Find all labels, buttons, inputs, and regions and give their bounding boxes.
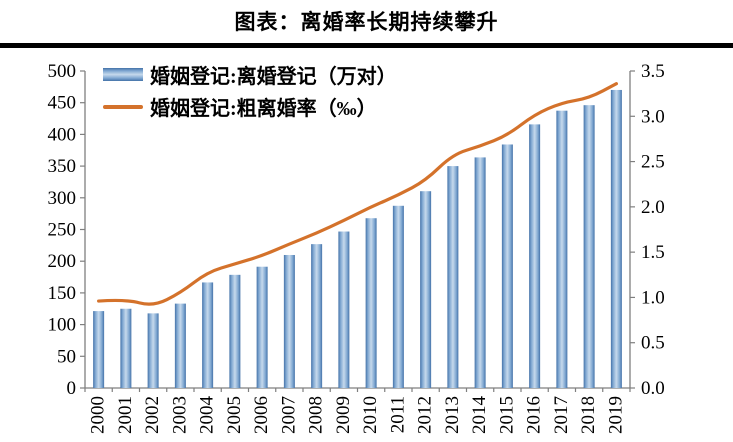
- left-axis-tick-label: 50: [57, 346, 76, 367]
- left-axis-tick-label: 400: [48, 124, 77, 145]
- bar: [420, 191, 432, 388]
- bar: [392, 205, 404, 388]
- right-axis-tick-label: 0.5: [641, 333, 665, 354]
- right-axis-tick-label: 3.5: [641, 61, 665, 82]
- x-tick-label: 2019: [605, 396, 626, 434]
- right-axis-tick-label: 2.5: [641, 152, 665, 173]
- x-tick-label: 2012: [415, 396, 436, 434]
- right-axis-tick-label: 1.0: [641, 287, 665, 308]
- bar: [120, 308, 132, 388]
- x-tick-label: 2001: [115, 396, 136, 434]
- right-axis-tick-label: 0.0: [641, 378, 665, 399]
- left-axis-tick-label: 100: [48, 315, 77, 336]
- bar-series: [93, 89, 622, 388]
- x-tick-label: 2017: [551, 396, 572, 434]
- chart-canvas: 0 50 100 150 200 250 300 350 400 450 500 0.0 0.5 1.0 1…: [48, 61, 665, 435]
- left-axis-tick-label: 0: [67, 378, 77, 399]
- x-tick-label: 2002: [142, 396, 163, 434]
- legend-label-line: 婚姻登记:粗离婚率（‰）: [150, 98, 377, 120]
- x-tick-label: 2014: [469, 396, 490, 435]
- bar: [610, 89, 622, 388]
- x-tick-label: 2008: [306, 396, 327, 434]
- legend: 婚姻登记:离婚登记（万对） 婚姻登记:粗离婚率（‰）: [103, 62, 397, 120]
- axes: 0 50 100 150 200 250 300 350 400 450 500 0.0 0.5 1.0 1…: [48, 61, 665, 399]
- bar: [93, 311, 105, 388]
- x-axis-labels: 2000 2001 2002 2003 2004 2005 2006 2007 2008 2009…: [88, 396, 627, 435]
- rate-line: [97, 82, 618, 306]
- bar: [256, 266, 268, 388]
- legend-item-divorce-registrations: 婚姻登记:离婚登记（万对）: [103, 62, 397, 88]
- x-tick-label: 2003: [169, 396, 190, 434]
- legend-label-bars: 婚姻登记:离婚登记（万对）: [150, 66, 397, 88]
- bar: [311, 244, 323, 388]
- x-tick-label: 2016: [524, 396, 545, 434]
- bar: [583, 105, 595, 388]
- chart-area: 0 50 100 150 200 250 300 350 400 450 500 0.0 0.5 1.0 1…: [0, 52, 733, 442]
- x-tick-label: 2007: [278, 396, 299, 434]
- x-tick-label: 2004: [197, 396, 218, 435]
- bar: [529, 124, 541, 388]
- bar: [474, 157, 486, 388]
- left-axis-tick-label: 300: [48, 188, 77, 209]
- x-tick-label: 2005: [224, 396, 245, 434]
- left-axis-tick-label: 350: [48, 156, 77, 177]
- bar: [283, 254, 295, 388]
- bar: [202, 282, 214, 388]
- x-tick-label: 2009: [333, 396, 354, 434]
- bar: [501, 144, 513, 388]
- left-axis-tick-label: 450: [48, 93, 77, 114]
- bar: [447, 166, 459, 388]
- x-tick-label: 2011: [387, 396, 408, 433]
- bar: [556, 110, 568, 388]
- bar-series-swatch-icon: [103, 68, 143, 81]
- chart-title: 图表：离婚率长期持续攀升: [234, 10, 499, 34]
- line-series-swatch-icon: [103, 104, 143, 109]
- legend-item-divorce-rate: 婚姻登记:粗离婚率（‰）: [103, 94, 397, 120]
- right-axis-tick-label: 2.0: [641, 197, 665, 218]
- x-tick-label: 2015: [496, 396, 517, 434]
- left-axis-tick-label: 200: [48, 251, 77, 272]
- left-axis-tick-label: 250: [48, 220, 77, 241]
- bar: [229, 274, 241, 388]
- title-divider: [0, 43, 733, 48]
- left-axis-tick-label: 500: [48, 61, 77, 82]
- x-tick-label: 2013: [442, 396, 463, 434]
- x-tick-label: 2006: [251, 396, 272, 434]
- bar: [365, 218, 377, 388]
- x-tick-label: 2010: [360, 396, 381, 434]
- bar: [174, 303, 186, 388]
- x-tick-label: 2000: [88, 396, 109, 434]
- right-axis-tick-label: 1.5: [641, 242, 665, 263]
- right-axis-tick-label: 3.0: [641, 106, 665, 127]
- bar: [147, 313, 159, 388]
- x-tick-label: 2018: [578, 396, 599, 434]
- left-axis-tick-label: 150: [48, 283, 77, 304]
- bar: [338, 231, 350, 388]
